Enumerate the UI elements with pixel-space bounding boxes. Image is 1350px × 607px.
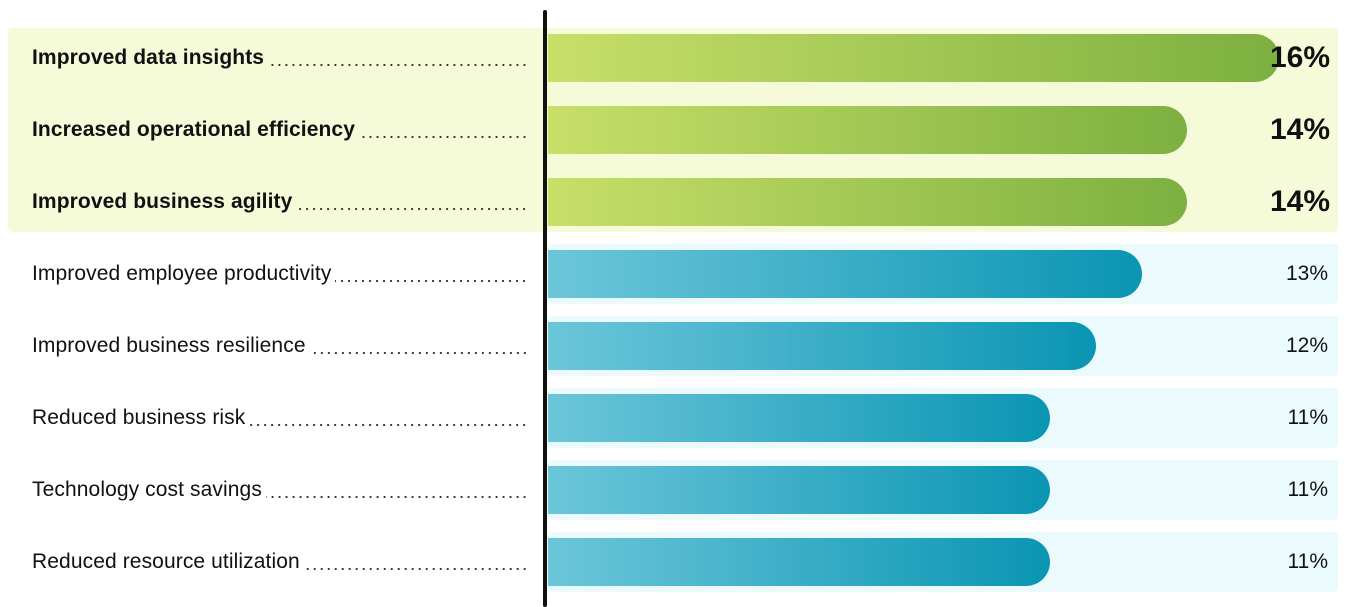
value-label: 11% [1287,478,1328,501]
value-label: 13% [1285,262,1328,285]
category-label-group: Technology cost savings [32,460,528,520]
dotted-leader-line [309,352,528,354]
dotted-leader-line [268,64,528,66]
dotted-leader-line [335,280,528,282]
dotted-leader-line [265,496,528,498]
dotted-leader-line [303,568,528,570]
bar [548,106,1187,154]
bar-row: Increased operational efficiency 14% [0,100,1350,160]
bar [548,178,1187,226]
category-label-group: Improved data insights [32,28,528,88]
category-label: Improved data insights [32,46,265,69]
bar-row: Improved data insights 16% [0,28,1350,88]
bar-row: Improved business resilience 12% [0,316,1350,376]
value-label: 16% [1269,41,1330,74]
value-label: 12% [1285,334,1328,357]
category-label-group: Increased operational efficiency [32,100,528,160]
bar-row: Reduced resource utilization 11% [0,532,1350,592]
bar-row: Improved business agility 14% [0,172,1350,232]
bar [548,34,1279,82]
category-label-group: Improved employee productivity [32,244,528,304]
category-label-group: Improved business resilience [32,316,528,376]
category-label-group: Reduced resource utilization [32,532,528,592]
dotted-leader-line [359,136,528,138]
bar [548,250,1142,298]
category-label: Technology cost savings [32,478,262,501]
bar [548,394,1050,442]
category-label: Reduced resource utilization [32,550,300,573]
category-label-group: Reduced business risk [32,388,528,448]
dotted-leader-line [249,424,528,426]
category-label: Reduced business risk [32,406,246,429]
category-label-group: Improved business agility [32,172,528,232]
category-axis-line [543,10,547,607]
bar [548,322,1096,370]
category-label: Improved business agility [32,190,293,213]
bar [548,466,1050,514]
bar [548,538,1050,586]
value-label: 14% [1269,185,1330,218]
value-label: 11% [1287,550,1328,573]
value-label: 11% [1287,406,1328,429]
category-label: Improved business resilience [32,334,306,357]
dotted-leader-line [296,208,528,210]
bar-row: Improved employee productivity 13% [0,244,1350,304]
category-label: Increased operational efficiency [32,118,355,141]
category-label: Improved employee productivity [32,262,332,285]
bar-row: Reduced business risk 11% [0,388,1350,448]
bar-row: Technology cost savings 11% [0,460,1350,520]
value-label: 14% [1269,113,1330,146]
